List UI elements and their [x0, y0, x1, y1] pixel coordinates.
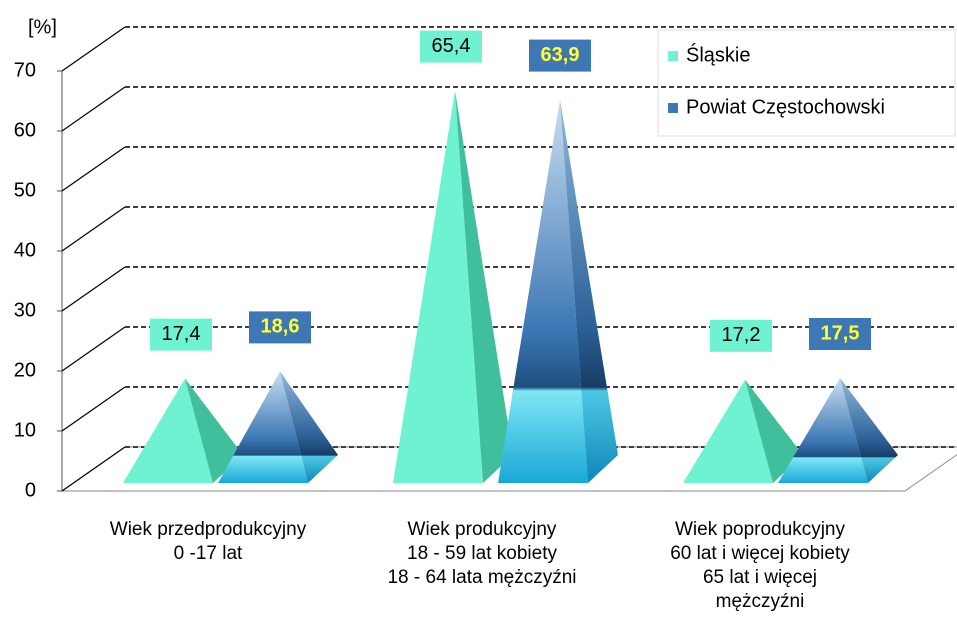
legend-label: Powiat Częstochowski [686, 96, 885, 118]
value-label: 18,6 [261, 316, 300, 338]
value-label: 65,4 [432, 35, 471, 57]
pyramid-left [778, 378, 868, 483]
y-tick-label: 50 [14, 179, 36, 201]
x-tick-label: Wiek produkcyjny 18 - 59 lat kobiety 18 … [387, 519, 577, 588]
pyramid-right [455, 90, 513, 483]
pyramid-left [393, 90, 483, 483]
pyramid-right [840, 378, 898, 483]
y-tick-label: 60 [14, 119, 36, 141]
legend-label: Śląskie [686, 42, 750, 66]
x-tick-label: Wiek poprodukcyjny 60 lat i więcej kobie… [670, 519, 850, 612]
y-tick-label: 40 [14, 239, 36, 261]
y-tick-label: 70 [14, 59, 36, 81]
value-label-box [249, 311, 311, 344]
legend-swatch [668, 103, 678, 113]
grid-line [61, 446, 126, 492]
grid-line [61, 206, 126, 252]
grid-line [61, 326, 126, 372]
pyramid-right [745, 379, 803, 483]
grid-line [61, 26, 126, 72]
value-label-box [150, 318, 212, 351]
pyramid-left [123, 378, 213, 483]
pyramid-left [683, 379, 773, 483]
pyramid-right [185, 378, 243, 483]
y-tick-label: 0 [25, 479, 36, 501]
pyramid-right [560, 99, 618, 483]
y-tick-label: 30 [14, 299, 36, 321]
value-label-box [809, 318, 871, 350]
value-label-box [529, 39, 591, 72]
value-label: 17,2 [722, 324, 761, 346]
value-label-box [710, 319, 772, 352]
legend-swatch [668, 51, 678, 61]
grid-line [61, 386, 126, 432]
y-tick-label: 10 [14, 419, 36, 441]
grid-line [61, 86, 126, 132]
y-tick-label: 20 [14, 359, 36, 381]
pyramid-left [218, 371, 308, 483]
pyramid-left [498, 99, 588, 483]
value-label-box [420, 30, 482, 63]
value-label: 63,9 [541, 44, 580, 66]
value-label: 17,5 [821, 322, 860, 344]
value-label: 17,4 [162, 323, 201, 345]
grid-line [61, 146, 126, 192]
legend-box [657, 29, 956, 137]
x-tick-label: Wiek przedprodukcyjny 0 -17 lat [109, 519, 307, 564]
pyramid-right [280, 371, 338, 483]
y-axis-label: [%] [28, 16, 57, 38]
grid-line [61, 266, 126, 312]
